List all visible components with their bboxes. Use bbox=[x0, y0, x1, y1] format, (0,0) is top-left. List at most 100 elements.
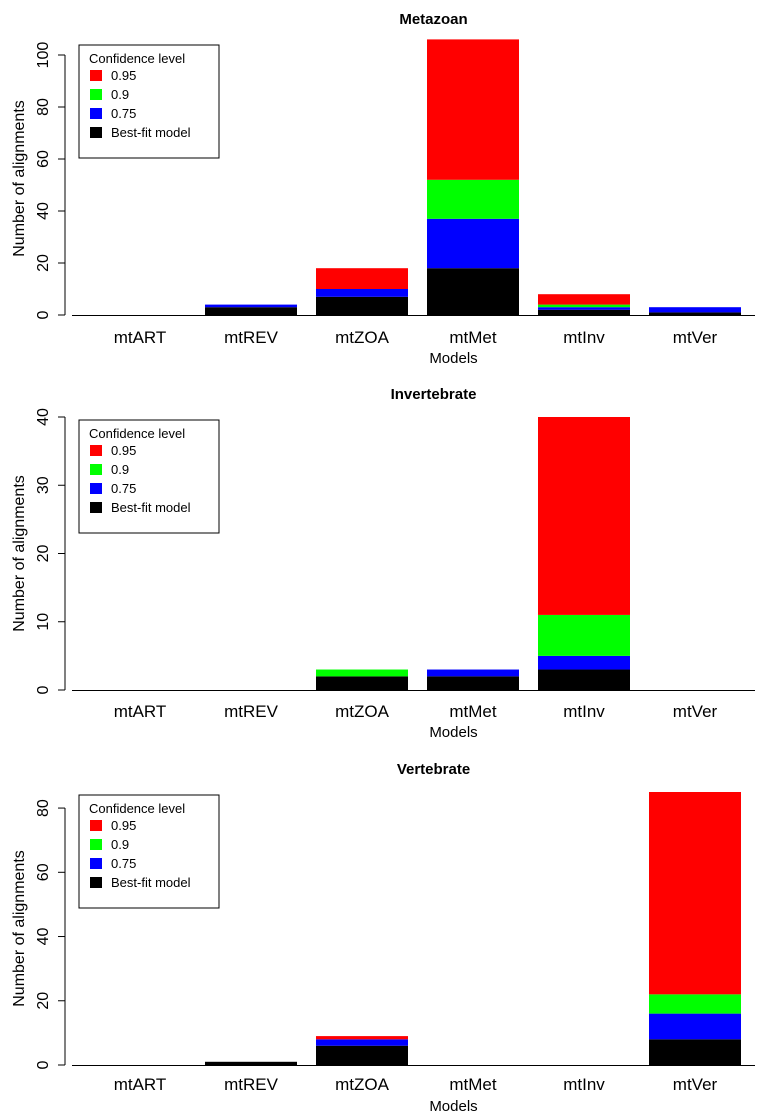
x-tick-label: mtART bbox=[114, 1075, 167, 1094]
x-tick-label: mtZOA bbox=[335, 328, 389, 347]
legend-label: 0.75 bbox=[111, 856, 136, 871]
legend-swatch bbox=[90, 464, 102, 475]
bar-segment-mtmet-0-9 bbox=[427, 179, 519, 219]
y-axis-label: Number of alignments bbox=[11, 100, 28, 257]
y-tick-label: 30 bbox=[35, 476, 52, 494]
bar-segment-mtmet-0-75 bbox=[427, 218, 519, 269]
legend-swatch bbox=[90, 108, 102, 119]
legend-label: 0.9 bbox=[111, 462, 129, 477]
bar-segment-mtinv-0-75 bbox=[538, 655, 630, 670]
x-axis-label: Models bbox=[429, 724, 477, 741]
y-tick-label: 20 bbox=[35, 545, 52, 563]
bar-segment-mtver-0-95 bbox=[649, 792, 741, 995]
y-tick-label: 0 bbox=[35, 1060, 52, 1069]
legend-label: 0.9 bbox=[111, 837, 129, 852]
y-tick-label: 60 bbox=[35, 863, 52, 881]
x-tick-label: mtInv bbox=[563, 702, 605, 721]
bar-segment-mtinv-best-fit-model bbox=[538, 669, 630, 690]
x-tick-label: mtART bbox=[114, 702, 167, 721]
x-tick-label: mtVer bbox=[673, 328, 718, 347]
legend-swatch bbox=[90, 502, 102, 513]
legend-label: 0.75 bbox=[111, 481, 136, 496]
bar-segment-mtinv-0-9 bbox=[538, 304, 630, 308]
y-tick-label: 80 bbox=[35, 799, 52, 817]
y-tick-label: 0 bbox=[35, 685, 52, 694]
bar-segment-mtrev-best-fit-model bbox=[205, 307, 297, 315]
y-tick-label: 40 bbox=[35, 202, 52, 220]
bar-segment-mtver-0-75 bbox=[649, 1013, 741, 1040]
bar-segment-mtinv-0-95 bbox=[538, 417, 630, 615]
x-tick-label: mtInv bbox=[563, 328, 605, 347]
legend-title: Confidence level bbox=[89, 51, 185, 66]
chart-title: Invertebrate bbox=[391, 386, 477, 403]
bar-segment-mtzoa-0-95 bbox=[316, 1036, 408, 1040]
bar-segment-mtinv-0-95 bbox=[538, 294, 630, 305]
bar-segment-mtzoa-0-75 bbox=[316, 1039, 408, 1046]
y-tick-label: 40 bbox=[35, 928, 52, 946]
chart-panel-invertebrate: Invertebrate 0 10 20 30 40 Number of alignment… bbox=[11, 386, 755, 741]
legend-title: Confidence level bbox=[89, 801, 185, 816]
bar-segment-mtzoa-0-75 bbox=[316, 289, 408, 297]
legend-swatch bbox=[90, 89, 102, 100]
legend-label: 0.95 bbox=[111, 68, 136, 83]
legend-swatch bbox=[90, 858, 102, 869]
x-tick-label: mtREV bbox=[224, 1075, 279, 1094]
y-tick-label: 20 bbox=[35, 254, 52, 272]
bar-segment-mtrev-0-75 bbox=[205, 304, 297, 308]
legend-swatch bbox=[90, 839, 102, 850]
y-tick-label: 80 bbox=[35, 98, 52, 116]
x-tick-label: mtREV bbox=[224, 702, 279, 721]
x-axis-label: Models bbox=[429, 1098, 477, 1115]
bar-segment-mtmet-0-75 bbox=[427, 669, 519, 677]
x-tick-label: mtART bbox=[114, 328, 167, 347]
x-tick-label: mtMet bbox=[449, 328, 497, 347]
bar-segment-mtzoa-0-9 bbox=[316, 669, 408, 677]
x-tick-label: mtVer bbox=[673, 702, 718, 721]
legend-label: 0.95 bbox=[111, 818, 136, 833]
y-axis-label: Number of alignments bbox=[11, 850, 28, 1007]
chart-title: Vertebrate bbox=[397, 761, 470, 778]
bar-segment-mtzoa-best-fit-model bbox=[316, 676, 408, 690]
y-tick-label: 20 bbox=[35, 992, 52, 1010]
x-axis-label: Models bbox=[429, 350, 477, 367]
bar-segment-mtver-0-9 bbox=[649, 994, 741, 1014]
bar-segment-mtinv-0-9 bbox=[538, 614, 630, 656]
bar-segment-mtrev-best-fit-model bbox=[205, 1061, 297, 1065]
legend-swatch bbox=[90, 70, 102, 81]
legend-box bbox=[78, 419, 220, 534]
y-tick-label: 60 bbox=[35, 150, 52, 168]
x-tick-label: mtInv bbox=[563, 1075, 605, 1094]
y-axis-label: Number of alignments bbox=[11, 475, 28, 632]
chart-panel-metazoan: Metazoan 0 20 40 60 80 100 Number of alignments… bbox=[11, 11, 755, 367]
y-tick-label: 10 bbox=[35, 613, 52, 631]
x-tick-label: mtZOA bbox=[335, 702, 389, 721]
bar-segment-mtmet-best-fit-model bbox=[427, 268, 519, 315]
bar-segment-mtinv-0-75 bbox=[538, 307, 630, 310]
x-tick-label: mtZOA bbox=[335, 1075, 389, 1094]
chart-title: Metazoan bbox=[399, 11, 467, 28]
legend-label: 0.9 bbox=[111, 87, 129, 102]
legend-label: 0.95 bbox=[111, 443, 136, 458]
x-tick-label: mtMet bbox=[449, 702, 497, 721]
legend-box bbox=[78, 794, 220, 909]
bar-segment-mtmet-0-95 bbox=[427, 39, 519, 180]
bar-segment-mtzoa-best-fit-model bbox=[316, 296, 408, 315]
legend-swatch bbox=[90, 127, 102, 138]
x-tick-label: mtMet bbox=[449, 1075, 497, 1094]
bar-segment-mtinv-best-fit-model bbox=[538, 309, 630, 315]
y-tick-label: 100 bbox=[35, 42, 52, 69]
chart-panel-vertebrate: Vertebrate 0 20 40 60 80 Number of alignments m… bbox=[11, 761, 755, 1115]
x-tick-label: mtREV bbox=[224, 328, 279, 347]
bar-segment-mtzoa-0-95 bbox=[316, 268, 408, 289]
legend-swatch bbox=[90, 820, 102, 831]
legend-label: 0.75 bbox=[111, 106, 136, 121]
legend-swatch bbox=[90, 877, 102, 888]
bar-segment-mtver-0-75 bbox=[649, 307, 741, 313]
bar-segment-mtzoa-best-fit-model bbox=[316, 1045, 408, 1065]
bar-segment-mtver-best-fit-model bbox=[649, 312, 741, 315]
x-tick-label: mtVer bbox=[673, 1075, 718, 1094]
bar-segment-mtmet-best-fit-model bbox=[427, 676, 519, 690]
bar-segment-mtver-best-fit-model bbox=[649, 1039, 741, 1065]
legend-label: Best-fit model bbox=[111, 125, 191, 140]
